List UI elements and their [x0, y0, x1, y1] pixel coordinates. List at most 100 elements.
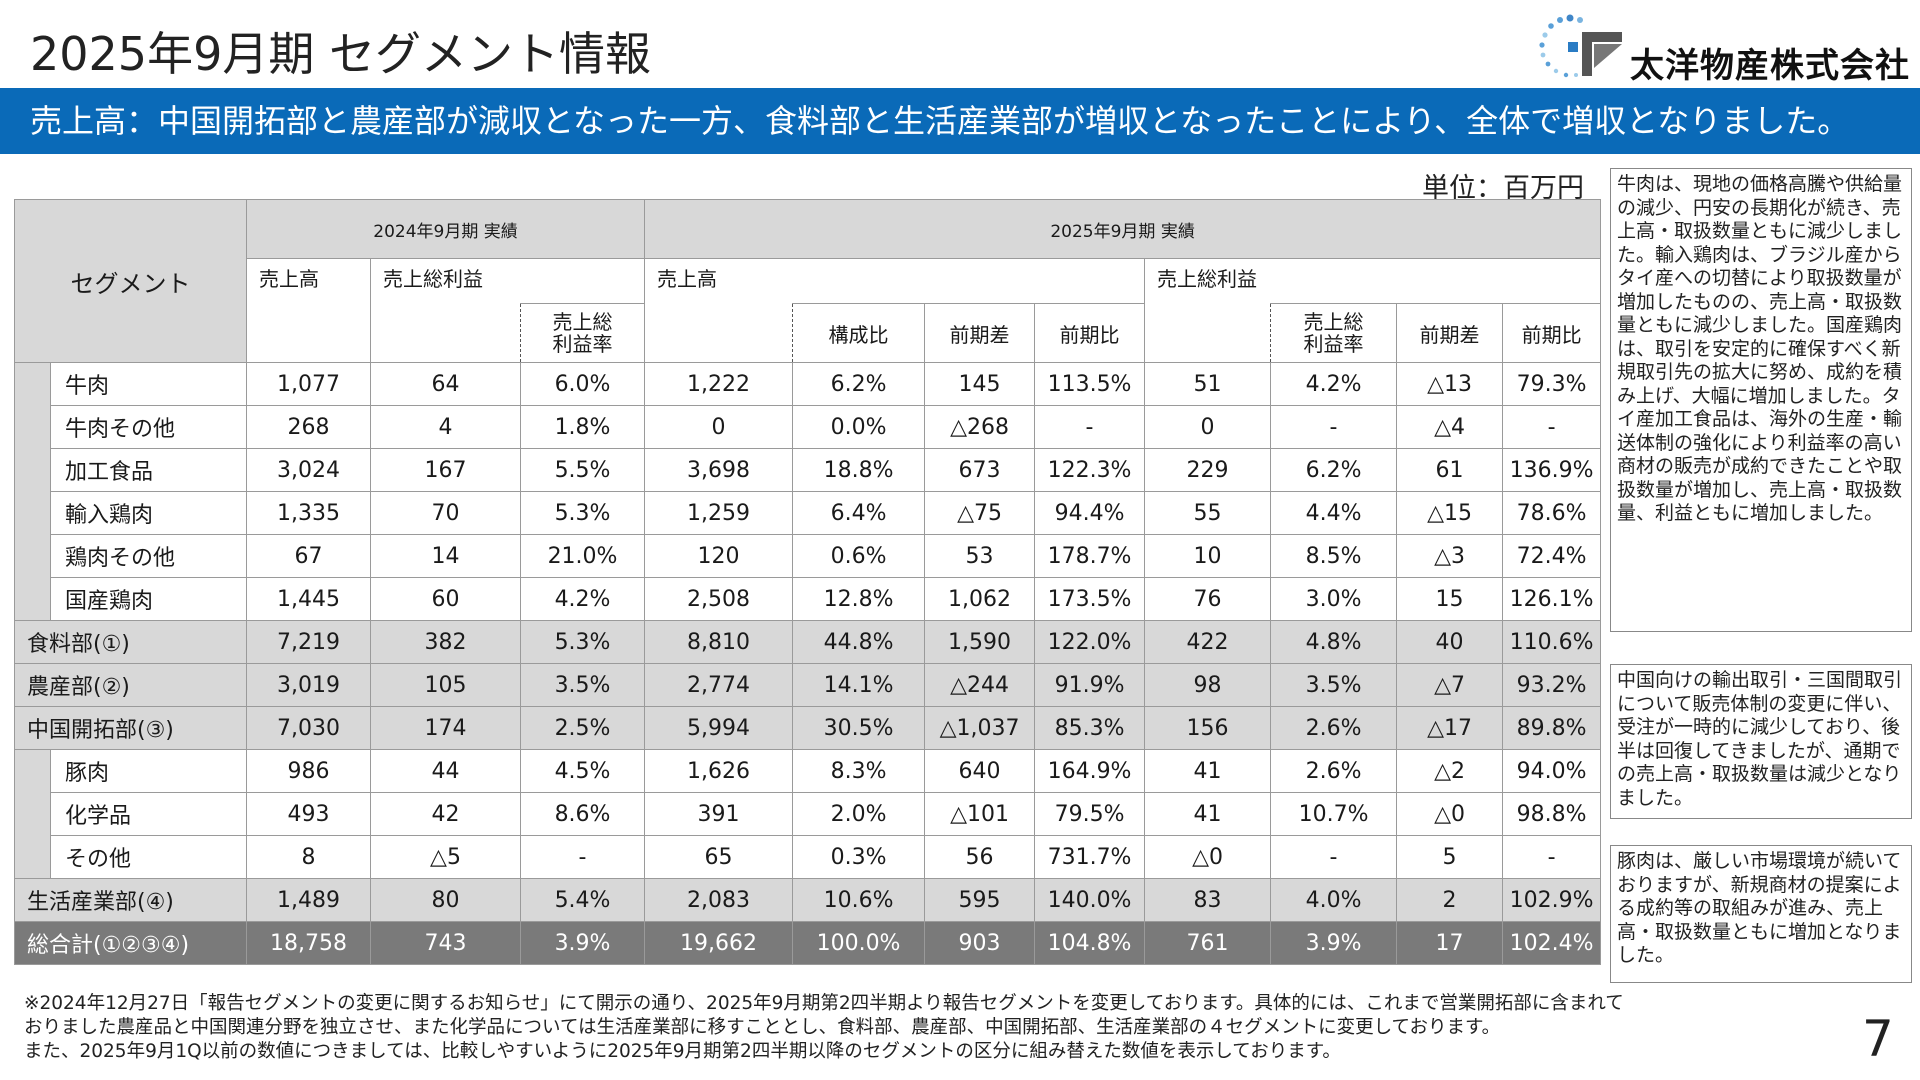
segment-name: その他 [50, 835, 247, 879]
table-cell: 19,662 [644, 921, 794, 965]
table-cell: △5 [370, 835, 521, 879]
table-row: 牛肉 1,077 64 6.0% 1,222 6.2% 145 113.5% 51 4.2% △13… [14, 362, 1602, 406]
table-cell: 44.8% [792, 620, 926, 664]
header-diff: 前期差 [924, 303, 1036, 363]
segment-name: 輸入鶏肉 [50, 491, 247, 535]
table-cell: 55 [1144, 491, 1272, 535]
table-cell: 156 [1144, 706, 1272, 750]
header-sales-2025: 売上高 [644, 258, 1146, 304]
table-cell: 4 [370, 405, 521, 449]
segment-table: セグメント 2024年9月期 実績 2025年9月期 実績 売上高 売上総利益 … [14, 199, 1602, 965]
table-cell: △4 [1396, 405, 1504, 449]
table-cell: 1,489 [246, 878, 371, 922]
table-department-row: 農産部(②) 3,019 105 3.5% 2,774 14.1% △244 91.9% 98 3… [14, 663, 1602, 707]
table-cell: 1,626 [644, 749, 794, 793]
table-cell: 100.0% [792, 921, 926, 965]
table-cell: 44 [370, 749, 521, 793]
table-cell: △268 [924, 405, 1036, 449]
table-row: 鶏肉その他 67 14 21.0% 120 0.6% 53 178.7% 10 8.5% △3 72.… [14, 534, 1602, 578]
segment-name: 牛肉 [50, 362, 247, 406]
table-row: 輸入鶏肉 1,335 70 5.3% 1,259 6.4% △75 94.4% 55 4.4% △1… [14, 491, 1602, 535]
table-cell: 145 [924, 362, 1036, 406]
header-gross-rate-2025: 売上総 利益率 [1270, 303, 1398, 363]
table-cell: 5,994 [644, 706, 794, 750]
table-cell: 3,024 [246, 448, 371, 492]
table-cell: △101 [924, 792, 1036, 836]
table-cell: 5.3% [519, 491, 646, 535]
table-cell: 4.5% [519, 749, 646, 793]
table-cell: - [1270, 405, 1398, 449]
summary-banner: 売上高：中国開拓部と農産部が減収となった一方、食料部と生活産業部が増収となったこ… [0, 88, 1920, 154]
table-cell: 673 [924, 448, 1036, 492]
table-body: 牛肉 1,077 64 6.0% 1,222 6.2% 145 113.5% 51 4.2% △13… [14, 362, 1602, 965]
company-logo: 太洋物産株式会社 [1530, 12, 1910, 86]
table-cell: 6.4% [792, 491, 926, 535]
table-cell: 94.0% [1502, 749, 1602, 793]
table-cell: 76 [1144, 577, 1272, 621]
table-cell: 94.4% [1034, 491, 1146, 535]
note-life: 豚肉は、厳しい市場環境が続いておりますが、新規商材の提案による成約等の取組みが進… [1610, 845, 1912, 983]
table-cell: △15 [1396, 491, 1504, 535]
table-cell: 12.8% [792, 577, 926, 621]
footnote: ※2024年12月27日「報告セグメントの変更に関するお知らせ」にて開示の通り、… [24, 992, 1844, 1064]
table-cell: 1,590 [924, 620, 1036, 664]
header-gross-2024: 売上総利益 [369, 258, 646, 304]
table-department-row: 食料部(①) 7,219 382 5.3% 8,810 44.8% 1,590 122.0% 4… [14, 620, 1602, 664]
table-department-row: 生活産業部(④) 1,489 80 5.4% 2,083 10.6% 595 140.0% 83… [14, 878, 1602, 922]
table-cell: △244 [924, 663, 1036, 707]
table-cell: 53 [924, 534, 1036, 578]
table-cell: 229 [1144, 448, 1272, 492]
table-cell: 493 [246, 792, 371, 836]
segment-name: 化学品 [50, 792, 247, 836]
header-diff2: 前期差 [1396, 303, 1504, 363]
table-cell: 5 [1396, 835, 1504, 879]
table-cell: 40 [1396, 620, 1504, 664]
table-cell: 7,030 [246, 706, 371, 750]
company-name: 太洋物産株式会社 [1630, 46, 1910, 86]
table-cell: 0 [1144, 405, 1272, 449]
table-cell: △75 [924, 491, 1036, 535]
table-cell: - [1502, 835, 1602, 879]
segment-name: 鶏肉その他 [50, 534, 247, 578]
table-cell: 79.5% [1034, 792, 1146, 836]
table-cell: △1,037 [924, 706, 1036, 750]
table-cell: 2.5% [519, 706, 646, 750]
table-row: 国産鶏肉 1,445 60 4.2% 2,508 12.8% 1,062 173.5% 76 3.… [14, 577, 1602, 621]
table-row: 加工食品 3,024 167 5.5% 3,698 18.8% 673 122.3% 229 6.… [14, 448, 1602, 492]
page-title: 2025年9月期 セグメント情報 [30, 27, 651, 81]
table-cell: 98.8% [1502, 792, 1602, 836]
table-cell: - [1502, 405, 1602, 449]
table-row: 豚肉 986 44 4.5% 1,626 8.3% 640 164.9% 41 2.6% △2 94.… [14, 749, 1602, 793]
table-cell: 1,335 [246, 491, 371, 535]
table-row: 牛肉その他 268 4 1.8% 0 0.0% △268-0- △4- [14, 405, 1602, 449]
table-cell: 0.3% [792, 835, 926, 879]
table-cell: 164.9% [1034, 749, 1146, 793]
table-cell: 268 [246, 405, 371, 449]
segment-name: 牛肉その他 [50, 405, 247, 449]
table-cell: 4.8% [1270, 620, 1398, 664]
table-cell: 5.5% [519, 448, 646, 492]
table-cell: 64 [370, 362, 521, 406]
table-cell: 18.8% [792, 448, 926, 492]
footnote-line-3: また、2025年9月1Q以前の数値につきましては、比較しやすいように2025年9… [24, 1041, 1341, 1062]
table-cell: △0 [1144, 835, 1272, 879]
table-cell: 136.9% [1502, 448, 1602, 492]
table-cell: 102.4% [1502, 921, 1602, 965]
table-cell: 21.0% [519, 534, 646, 578]
table-cell: 174 [370, 706, 521, 750]
table-cell: - [1270, 835, 1398, 879]
header-gross-2025: 売上総利益 [1144, 258, 1602, 304]
table-cell: 120 [644, 534, 794, 578]
table-cell: 6.2% [792, 362, 926, 406]
table-cell: 167 [370, 448, 521, 492]
segment-name: 農産部(②) [14, 663, 247, 707]
table-cell: △3 [1396, 534, 1504, 578]
table-cell: 98 [1144, 663, 1272, 707]
table-department-row: 中国開拓部(③) 7,030 174 2.5% 5,994 30.5% △1,037 85.3… [14, 706, 1602, 750]
table-cell: - [519, 835, 646, 879]
table-cell: 8.3% [792, 749, 926, 793]
table-cell: 91.9% [1034, 663, 1146, 707]
table-cell: △7 [1396, 663, 1504, 707]
table-cell: 104.8% [1034, 921, 1146, 965]
table-cell: 178.7% [1034, 534, 1146, 578]
